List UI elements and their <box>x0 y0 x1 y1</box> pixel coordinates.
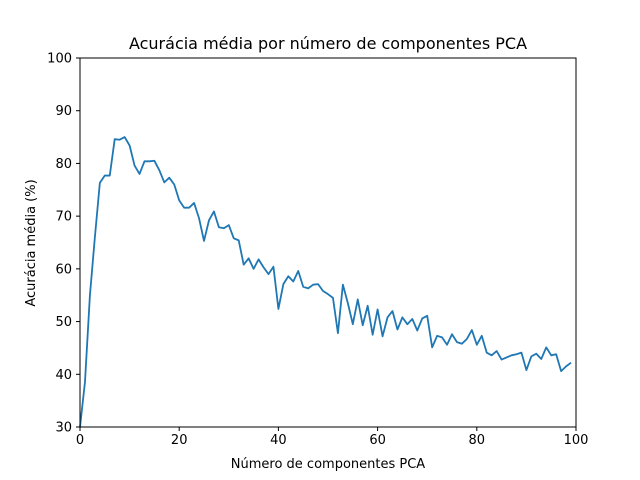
x-tick-label: 20 <box>171 433 188 448</box>
x-tick-label: 40 <box>270 433 287 448</box>
y-tick-label: 50 <box>55 315 72 330</box>
y-tick-label: 60 <box>55 262 72 277</box>
plot-area <box>79 57 577 428</box>
y-axis-label: Acurácia média (%) <box>24 179 39 306</box>
y-tick-label: 30 <box>55 421 72 436</box>
y-tick-label: 40 <box>55 368 72 383</box>
y-tick-label: 80 <box>55 157 72 172</box>
chart-title: Acurácia média por número de componentes… <box>129 34 527 53</box>
y-tick-label: 90 <box>55 104 72 119</box>
x-tick-label: 60 <box>369 433 386 448</box>
x-tick-label: 80 <box>469 433 486 448</box>
y-axis: 30 40 50 60 70 80 90 100 <box>47 52 80 436</box>
series-line <box>79 136 572 428</box>
x-tick-label: 100 <box>564 433 589 448</box>
plot-frame <box>79 57 577 428</box>
x-tick-label: 0 <box>76 433 84 448</box>
y-tick-label: 70 <box>55 210 72 225</box>
x-axis: 0 20 40 60 80 100 <box>76 427 589 448</box>
x-axis-label: Número de componentes PCA <box>231 457 426 472</box>
y-tick-label: 100 <box>47 52 72 67</box>
